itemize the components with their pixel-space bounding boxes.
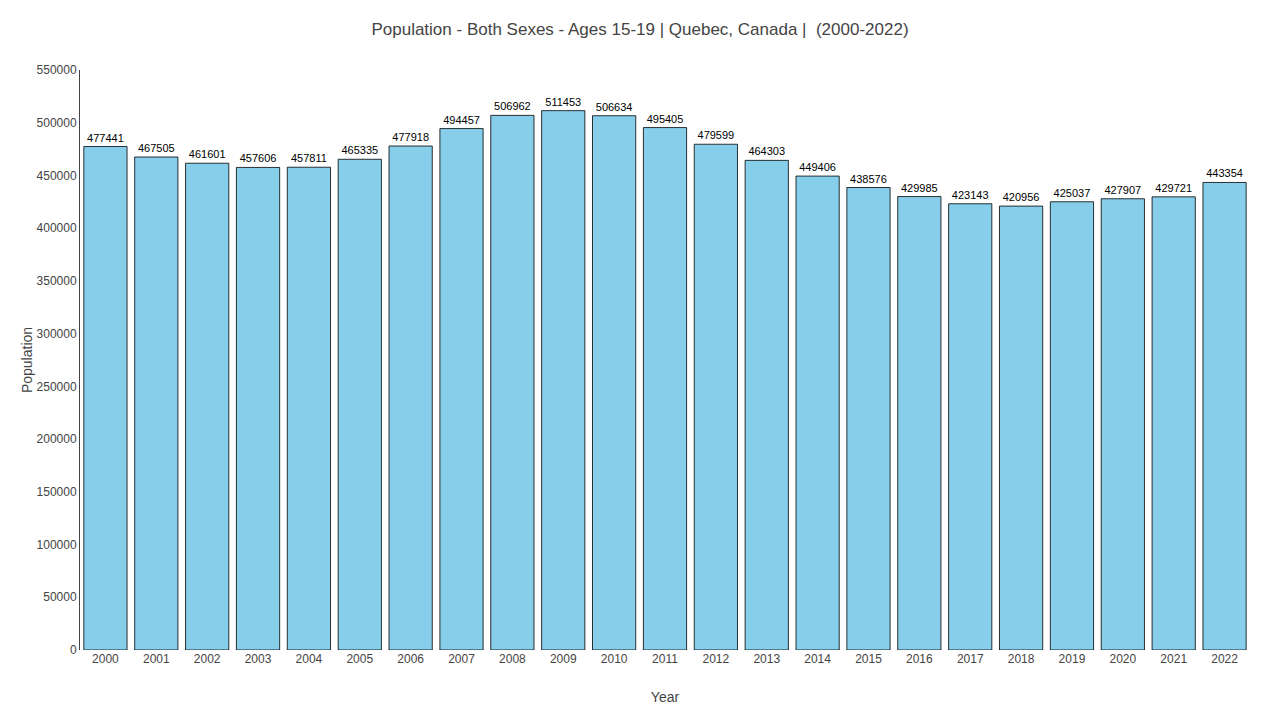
svg-text:250000: 250000	[37, 380, 77, 394]
svg-text:2009: 2009	[550, 652, 577, 666]
svg-text:2022: 2022	[1211, 652, 1238, 666]
svg-text:2012: 2012	[703, 652, 730, 666]
svg-text:494457: 494457	[443, 114, 480, 126]
svg-text:2016: 2016	[906, 652, 933, 666]
svg-text:Population - Both Sexes - Ages: Population - Both Sexes - Ages 15-19 | Q…	[371, 20, 908, 39]
svg-text:2006: 2006	[397, 652, 424, 666]
svg-text:2013: 2013	[753, 652, 780, 666]
svg-text:449406: 449406	[799, 161, 836, 173]
svg-text:2001: 2001	[143, 652, 170, 666]
svg-text:Year: Year	[651, 689, 680, 705]
svg-text:429985: 429985	[901, 182, 938, 194]
svg-text:2003: 2003	[245, 652, 272, 666]
svg-text:2010: 2010	[601, 652, 628, 666]
svg-text:479599: 479599	[698, 129, 735, 141]
svg-text:438576: 438576	[850, 173, 887, 185]
svg-text:100000: 100000	[37, 538, 77, 552]
svg-text:2019: 2019	[1059, 652, 1086, 666]
svg-text:50000: 50000	[43, 590, 77, 604]
svg-text:506634: 506634	[596, 101, 633, 113]
svg-text:400000: 400000	[37, 221, 77, 235]
svg-text:2000: 2000	[92, 652, 119, 666]
svg-text:461601: 461601	[189, 148, 226, 160]
svg-text:467505: 467505	[138, 142, 175, 154]
svg-text:150000: 150000	[37, 485, 77, 499]
svg-text:465335: 465335	[341, 144, 378, 156]
svg-text:425037: 425037	[1054, 187, 1091, 199]
svg-text:2007: 2007	[448, 652, 475, 666]
svg-text:495405: 495405	[647, 113, 684, 125]
svg-text:443354: 443354	[1206, 167, 1243, 179]
svg-text:427907: 427907	[1104, 184, 1141, 196]
svg-text:506962: 506962	[494, 100, 531, 112]
svg-text:457811: 457811	[291, 152, 327, 164]
svg-text:2005: 2005	[346, 652, 373, 666]
svg-text:300000: 300000	[37, 327, 77, 341]
svg-text:0: 0	[70, 643, 77, 657]
svg-text:2015: 2015	[855, 652, 882, 666]
svg-text:500000: 500000	[37, 116, 77, 130]
svg-text:429721: 429721	[1155, 182, 1192, 194]
svg-text:Population: Population	[19, 327, 35, 393]
svg-text:2017: 2017	[957, 652, 984, 666]
svg-text:477918: 477918	[392, 131, 429, 143]
svg-text:464303: 464303	[748, 145, 785, 157]
svg-text:457606: 457606	[240, 152, 277, 164]
svg-text:350000: 350000	[37, 274, 77, 288]
svg-text:2004: 2004	[296, 652, 323, 666]
svg-text:423143: 423143	[952, 189, 989, 201]
svg-text:2002: 2002	[194, 652, 221, 666]
svg-text:2014: 2014	[804, 652, 831, 666]
svg-text:2018: 2018	[1008, 652, 1035, 666]
svg-text:2011: 2011	[652, 652, 678, 666]
svg-text:420956: 420956	[1003, 191, 1040, 203]
svg-text:2020: 2020	[1109, 652, 1136, 666]
svg-text:511453: 511453	[545, 96, 581, 108]
svg-text:2008: 2008	[499, 652, 526, 666]
svg-text:550000: 550000	[37, 63, 77, 77]
svg-text:2021: 2021	[1160, 652, 1187, 666]
svg-text:450000: 450000	[37, 169, 77, 183]
svg-text:477441: 477441	[87, 132, 124, 144]
svg-text:200000: 200000	[37, 432, 77, 446]
